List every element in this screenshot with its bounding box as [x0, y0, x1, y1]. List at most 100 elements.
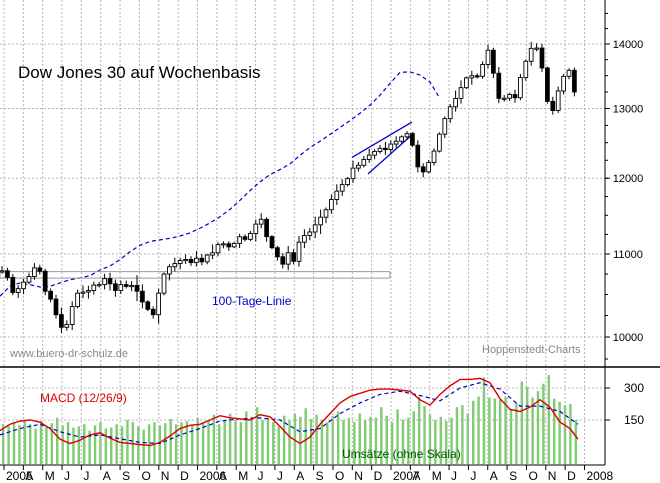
macd-axis: 150 300: [605, 381, 644, 427]
macd-line: [0, 377, 579, 447]
volume-bar: [396, 409, 399, 464]
x-tick-label: D: [180, 469, 189, 483]
volume-bar: [444, 421, 448, 464]
volume-bar: [428, 414, 432, 464]
candle-up: [518, 77, 523, 99]
volume-bar: [363, 420, 367, 464]
candle-down: [550, 100, 556, 111]
x-tick-label: J: [258, 469, 264, 483]
volume-bar: [493, 398, 497, 464]
candle-down: [123, 284, 129, 287]
volume-bar: [83, 424, 86, 464]
x-tick-label: O: [335, 469, 344, 483]
candle-up: [258, 218, 264, 225]
volume-bar: [174, 424, 178, 464]
candle-up: [523, 60, 529, 79]
volume-bar: [309, 418, 313, 464]
volume-bar: [137, 426, 140, 464]
volume-bar: [23, 420, 27, 464]
candle-up: [215, 244, 221, 254]
price-grid: [0, 0, 605, 366]
watermark-url: www.buero-dr-schulz.de: [9, 348, 128, 360]
volume-bar: [450, 417, 453, 464]
volume-bar: [542, 383, 545, 464]
candle-up: [485, 49, 491, 65]
volume-bar: [380, 407, 383, 464]
volume-bar: [196, 417, 199, 464]
candle-up: [80, 291, 86, 294]
volume-bar: [223, 421, 226, 464]
volume-bar: [61, 425, 64, 464]
x-tick-label: M: [432, 469, 442, 483]
volume-bar: [88, 430, 91, 464]
candle-down: [572, 69, 577, 93]
volume-bar: [504, 396, 507, 464]
volume-bar: [207, 420, 210, 464]
volume-bar: [142, 429, 145, 464]
macd-grid: [0, 369, 605, 464]
x-tick-label: J: [64, 469, 70, 483]
candle-up: [431, 150, 437, 164]
x-tick-label: 2007: [393, 469, 420, 483]
x-tick-label: D: [567, 469, 576, 483]
x-tick-label: O: [141, 469, 150, 483]
macd-tick-label: 300: [624, 381, 644, 395]
volume-bar: [250, 416, 253, 464]
candle-down: [5, 270, 10, 278]
candle-up: [469, 75, 475, 79]
volume-bar: [342, 420, 345, 464]
volume-bar: [471, 400, 475, 464]
price-panel: 10000 11000 12000 13000 14000 Dow Jones 30 a…: [0, 0, 643, 366]
candle-up: [129, 284, 134, 288]
volume-bar: [234, 420, 237, 464]
price-tick-label: 10000: [613, 332, 644, 344]
volume-bar: [120, 426, 124, 464]
candle-up: [167, 266, 172, 275]
candle-up: [323, 209, 329, 218]
volume-bar: [180, 422, 183, 464]
candle-up: [507, 94, 512, 99]
volume-bar: [72, 427, 75, 464]
volume-bar: [520, 381, 524, 464]
volume-bar: [353, 422, 356, 464]
candle-up: [253, 223, 259, 234]
candle-up: [161, 273, 167, 294]
volume-bar: [558, 401, 561, 464]
candle-up: [437, 133, 442, 152]
candle-up: [285, 252, 291, 265]
candle-up: [377, 147, 383, 152]
candle-down: [134, 284, 140, 292]
x-tick-label: N: [548, 469, 557, 483]
volume-bar: [369, 416, 372, 464]
candle-up: [221, 243, 226, 246]
candle-up: [339, 184, 345, 192]
x-tick-label: 2006: [200, 469, 227, 483]
candle-down: [410, 133, 415, 146]
volume-bar: [218, 424, 221, 464]
volume-bar: [185, 421, 189, 464]
candle-layer: [0, 41, 577, 333]
candle-up: [231, 242, 237, 248]
candle-up: [0, 270, 5, 273]
volume-label: Umsätze (ohne Skala): [342, 447, 461, 461]
price-tick-label: 14000: [613, 39, 644, 51]
volume-bar: [498, 399, 502, 464]
candle-down: [107, 278, 113, 285]
candle-up: [334, 190, 340, 200]
trend-channel-line: [351, 121, 413, 159]
candle-down: [512, 94, 518, 99]
x-tick-label: S: [122, 469, 130, 483]
volume-bar: [536, 391, 540, 464]
candle-up: [172, 263, 178, 268]
x-tick-label: A: [219, 469, 227, 483]
volume-bar: [488, 397, 491, 464]
candle-down: [199, 257, 205, 263]
ma-label: 100-Tage-Linie: [212, 294, 292, 308]
x-tick-label: 2008: [587, 469, 614, 483]
volume-bar: [99, 422, 102, 464]
x-tick-label: J: [470, 469, 476, 483]
x-tick-label: 2005: [6, 469, 33, 483]
x-tick-label: J: [451, 469, 457, 483]
candle-up: [21, 281, 26, 290]
volume-bar: [288, 420, 291, 464]
